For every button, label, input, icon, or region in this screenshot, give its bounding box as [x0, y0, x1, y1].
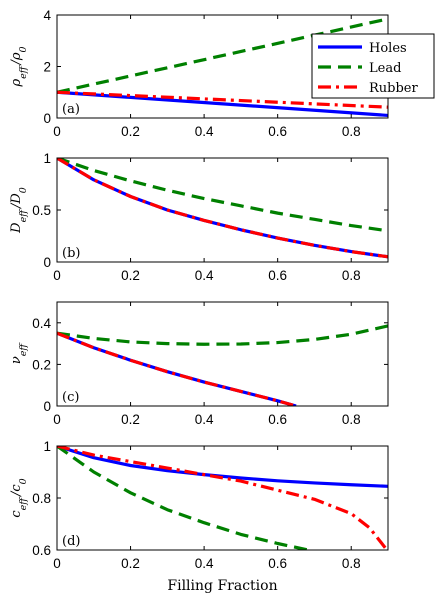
x-tick-label: 0.6 — [268, 124, 287, 139]
series-line-lead — [57, 446, 315, 550]
x-tick-label: 0 — [53, 412, 61, 427]
y-tick-label: 0.4 — [32, 316, 51, 331]
series-line-rubber — [57, 90, 388, 109]
y-tick-label: 0.6 — [32, 543, 51, 558]
y-tick-label: 0 — [43, 111, 51, 126]
axes-frame — [56, 301, 389, 407]
y-axis-label: Deff/D0 — [9, 187, 29, 234]
y-axis-label: νeff — [9, 342, 29, 365]
panel-label: (b) — [62, 246, 80, 261]
legend-box — [311, 33, 435, 99]
y-tick-label: 0.2 — [32, 357, 51, 372]
x-tick-label: 0.6 — [268, 268, 287, 283]
x-tick-label: 0 — [53, 124, 61, 139]
x-tick-label: 0.6 — [268, 412, 287, 427]
y-tick-label: 0 — [43, 255, 51, 270]
series-line-lead — [57, 17, 388, 94]
panel-label: (d) — [62, 534, 80, 549]
series-line-rubber — [57, 331, 297, 406]
x-tick-label: 0 — [53, 268, 61, 283]
y-tick-label: 0.5 — [32, 203, 51, 218]
x-tick-label: 0 — [53, 556, 61, 571]
y-axis-label: ceff/c0 — [9, 478, 29, 517]
panel-label: (c) — [62, 390, 79, 405]
x-tick-label: 0.2 — [121, 124, 140, 139]
y-axis-label: ρeff/ρ0 — [9, 46, 29, 87]
x-tick-label: 0.8 — [342, 556, 361, 571]
x-tick-label: 0.2 — [121, 268, 140, 283]
panel-label: (a) — [62, 102, 80, 117]
y-tick-label: 0 — [43, 399, 51, 414]
y-tick-label: 2 — [43, 60, 51, 75]
x-tick-label: 0.2 — [121, 412, 140, 427]
series-line-lead — [57, 158, 388, 233]
legend-label-lead: Lead — [369, 61, 401, 76]
y-tick-label: 1 — [43, 151, 51, 166]
panel-c: 0 0.2 0.4 0.6 0.8 0 0.2 0.4 (c) νeff — [9, 301, 389, 427]
panel-a: 0 0.2 0.4 0.6 0.8 0 2 4 (a) ρeff/ρ0 — [9, 8, 389, 139]
legend: Holes Lead Rubber — [311, 33, 435, 99]
y-tick-label: 1 — [43, 439, 51, 454]
x-tick-label: 0.2 — [121, 556, 140, 571]
x-tick-label: 0.4 — [195, 124, 214, 139]
legend-label-holes: Holes — [369, 41, 407, 56]
legend-label-rubber: Rubber — [369, 81, 418, 96]
x-tick-label: 0.6 — [268, 556, 287, 571]
y-tick-label: 4 — [43, 8, 51, 23]
x-tick-label: 0.4 — [195, 412, 214, 427]
y-tick-label: 0.8 — [32, 491, 51, 506]
x-tick-label: 0.8 — [342, 412, 361, 427]
x-tick-label: 0.4 — [195, 268, 214, 283]
x-tick-label: 0.4 — [195, 556, 214, 571]
series-line-rubber — [57, 158, 388, 259]
series-line-rubber — [57, 446, 388, 550]
panel-b: 0 0.2 0.4 0.6 0.8 0 0.5 1 (b) Deff/D0 — [9, 151, 389, 283]
x-axis-label: Filling Fraction — [167, 578, 277, 594]
x-tick-label: 0.8 — [342, 268, 361, 283]
series-line-lead — [57, 324, 388, 346]
x-tick-label: 0.8 — [342, 124, 361, 139]
panel-d: 0 0.2 0.4 0.6 0.8 0.6 0.8 1 (d) ceff/c0 Filling Fr… — [9, 439, 389, 594]
